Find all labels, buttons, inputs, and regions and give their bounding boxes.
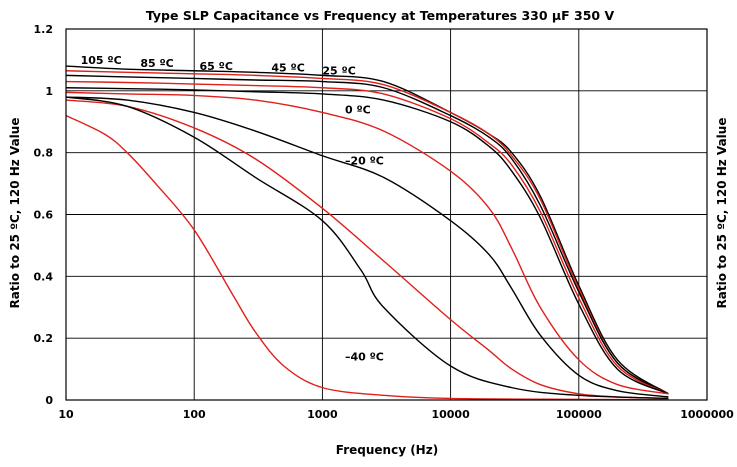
series-line-2 bbox=[65, 70, 669, 395]
series-annotation: 45 ºC bbox=[271, 62, 304, 75]
x-tick-label: 10000 bbox=[431, 408, 470, 421]
y-tick-label: 0.4 bbox=[34, 270, 54, 283]
series-line-3 bbox=[65, 74, 669, 395]
series-line-6 bbox=[65, 91, 669, 395]
y-axis-label: Ratio to 25 ºC, 120 Hz Value bbox=[8, 118, 22, 309]
series-annotation: 85 ºC bbox=[140, 57, 173, 70]
series-layer bbox=[65, 65, 669, 401]
series-annotation: 65 ºC bbox=[200, 60, 233, 73]
x-tick-label: 100000 bbox=[556, 408, 602, 421]
tick-labels: 10 100 1000 10000 100000 1000000 0 0.2 0.4 0.6 0.8… bbox=[34, 23, 735, 421]
series-line-4 bbox=[65, 80, 669, 395]
grid-layer bbox=[65, 28, 708, 401]
x-tick-label: 1000 bbox=[307, 408, 338, 421]
y-tick-label: 0.8 bbox=[34, 147, 54, 160]
series-annotation: 105 ºC bbox=[81, 54, 122, 67]
plot-frame bbox=[65, 28, 708, 401]
y-tick-label: 1 bbox=[45, 85, 53, 98]
y-tick-label: 0.2 bbox=[34, 332, 54, 345]
series-annotation: –20 ºC bbox=[345, 154, 384, 167]
series-line-8 bbox=[65, 99, 669, 400]
x-tick-label: 100 bbox=[183, 408, 206, 421]
series-annotation: –40 ºC bbox=[345, 351, 384, 364]
series-line-10 bbox=[65, 114, 669, 401]
series-annotation: 0 ºC bbox=[345, 103, 371, 116]
y-axis-label-right: Ratio to 25 ºC, 120 Hz Value bbox=[715, 118, 729, 309]
series-line-7 bbox=[65, 96, 669, 398]
x-axis-label: Frequency (Hz) bbox=[336, 443, 438, 457]
y-tick-label: 0 bbox=[45, 394, 53, 407]
x-tick-label: 1000000 bbox=[680, 408, 734, 421]
series-annotation: 25 ºC bbox=[322, 65, 355, 78]
series-line-9 bbox=[65, 96, 669, 400]
chart-title: Type SLP Capacitance vs Frequency at Tem… bbox=[146, 8, 615, 23]
y-tick-label: 0.6 bbox=[34, 209, 54, 222]
y-tick-label: 1.2 bbox=[34, 23, 54, 36]
series-line-5 bbox=[65, 87, 669, 395]
x-tick-label: 10 bbox=[58, 408, 74, 421]
series-annotations: 105 ºC 85 ºC 65 ºC 45 ºC 25 ºC 0 ºC –20 ºC –40 … bbox=[81, 54, 384, 364]
